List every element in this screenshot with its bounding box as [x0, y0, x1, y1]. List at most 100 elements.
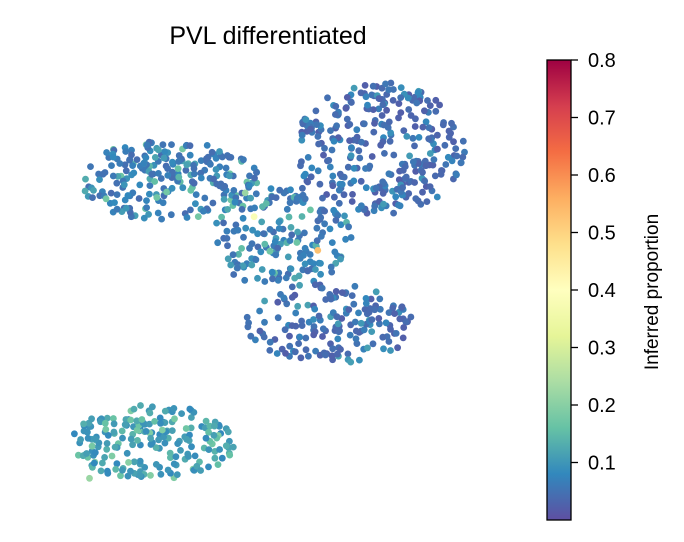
scatter-point	[261, 297, 268, 305]
scatter-point	[308, 164, 316, 172]
scatter-point	[248, 261, 256, 269]
scatter-point	[91, 435, 99, 443]
scatter-point	[127, 416, 135, 424]
scatter-point	[294, 302, 302, 310]
scatter-point	[122, 167, 130, 175]
chart-title: PVL differentiated	[169, 22, 366, 50]
scatter-point	[173, 471, 181, 478]
scatter-point	[291, 348, 299, 356]
scatter-point	[298, 322, 306, 329]
scatter-point	[332, 102, 340, 110]
scatter-point	[412, 167, 420, 175]
scatter-point	[436, 101, 443, 109]
scatter-point	[324, 94, 331, 102]
scatter-point	[188, 443, 195, 451]
scatter-point	[119, 434, 126, 442]
scatter-point	[260, 333, 268, 341]
scatter-point	[124, 472, 132, 480]
scatter-point	[86, 474, 93, 482]
scatter-point	[385, 170, 393, 178]
scatter-point	[224, 255, 232, 263]
scatter-point	[369, 340, 377, 348]
scatter-point	[322, 351, 329, 359]
scatter-point	[348, 144, 355, 152]
scatter-point	[197, 467, 205, 474]
scatter-point	[437, 171, 445, 178]
scatter-point	[337, 221, 345, 229]
scatter-point	[325, 156, 333, 164]
scatter-point	[396, 315, 404, 323]
scatter-point	[356, 356, 363, 364]
scatter-point	[222, 442, 230, 450]
scatter-point	[387, 79, 395, 87]
colorbar-tick-label: 0.6	[588, 165, 616, 187]
scatter-point	[343, 94, 351, 101]
scatter-point	[124, 192, 132, 199]
scatter-point	[266, 247, 274, 255]
scatter-point	[375, 95, 383, 102]
scatter-point	[358, 202, 365, 210]
scatter-point	[153, 194, 161, 201]
scatter-point	[205, 463, 212, 471]
scatter-point	[222, 164, 230, 172]
scatter-point	[146, 190, 153, 198]
scatter-point	[439, 121, 447, 129]
scatter-point	[317, 270, 324, 278]
scatter-point	[211, 454, 219, 462]
scatter-point	[334, 320, 342, 328]
scatter-point	[412, 195, 420, 203]
scatter-point	[275, 225, 283, 232]
scatter-point	[405, 190, 413, 197]
scatter-point	[273, 350, 281, 357]
scatter-point	[424, 97, 431, 104]
scatter-point	[109, 153, 117, 161]
scatter-point	[190, 179, 198, 187]
scatter-point	[328, 268, 336, 276]
scatter-point	[230, 187, 238, 194]
scatter-point	[302, 346, 310, 354]
scatter-point	[135, 195, 143, 202]
scatter-point	[426, 102, 434, 109]
scatter-point	[186, 405, 194, 413]
scatter-point	[252, 256, 260, 264]
scatter-point	[261, 240, 269, 248]
scatter-point	[348, 292, 356, 299]
scatter-point	[328, 352, 336, 360]
scatter-point	[160, 154, 168, 162]
scatter-point	[328, 239, 336, 247]
scatter-point	[249, 226, 256, 234]
scatter-point	[119, 466, 126, 474]
scatter-point	[109, 172, 117, 180]
scatter-point	[307, 125, 314, 133]
scatter-point	[241, 189, 249, 197]
scatter-point	[299, 184, 306, 192]
scatter-point	[368, 328, 376, 335]
scatter-point	[159, 199, 167, 207]
scatter-point	[395, 176, 403, 184]
scatter-point	[102, 426, 110, 433]
scatter-point	[214, 239, 222, 247]
scatter-point	[261, 318, 268, 326]
scatter-point	[448, 119, 455, 127]
scatter-point	[89, 194, 96, 202]
scatter-point	[313, 224, 321, 232]
scatter-point	[409, 158, 417, 166]
scatter-point	[120, 181, 128, 189]
scatter-point	[117, 472, 124, 480]
scatter-point	[302, 116, 310, 123]
scatter-point	[274, 314, 282, 322]
colorbar-tick-label: 0.1	[588, 453, 616, 475]
scatter-point	[327, 295, 335, 303]
scatter-point	[329, 172, 337, 180]
scatter-point	[284, 253, 292, 261]
scatter-point	[334, 350, 341, 358]
scatter-point	[298, 131, 306, 139]
scatter-point	[415, 134, 423, 141]
scatter-point	[113, 205, 121, 213]
scatter-point	[213, 219, 221, 227]
scatter-point	[407, 313, 415, 321]
scatter-point	[390, 209, 397, 217]
colorbar-tick-label: 0.2	[588, 395, 616, 417]
scatter-point	[286, 332, 293, 340]
scatter-point	[376, 320, 383, 328]
